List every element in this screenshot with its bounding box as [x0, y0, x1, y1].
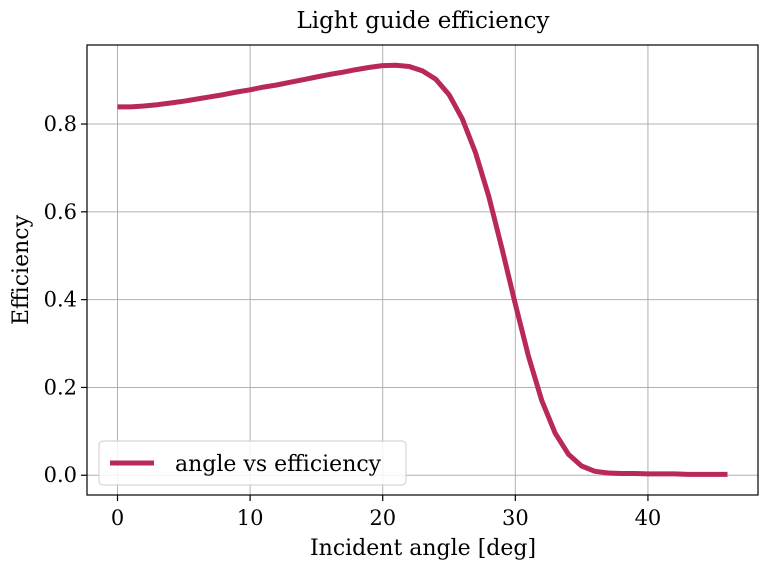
legend-box	[98, 440, 407, 486]
grid	[87, 45, 758, 495]
series-line-angle-vs-efficiency	[117, 62, 728, 477]
y-tick-label: 0.0	[44, 463, 77, 487]
legend-label: angle vs efficiency	[175, 452, 382, 477]
x-tick-label: 20	[369, 506, 396, 530]
legend: angle vs efficiency	[98, 440, 407, 486]
x-tick-label: 30	[502, 506, 529, 530]
x-tick-label: 10	[237, 506, 264, 530]
y-tick-label: 0.8	[44, 112, 77, 136]
y-tick-label: 0.4	[44, 288, 77, 312]
series-line-group	[117, 62, 728, 477]
axis-ticks: 0 10 20 30 40 0.0 0.2 0.4 0.6 0.8	[44, 112, 662, 530]
x-tick-label: 40	[635, 506, 662, 530]
y-tick-label: 0.6	[44, 200, 77, 224]
plot-frame	[86, 44, 759, 496]
x-tick-label: 0	[111, 506, 124, 530]
y-axis-label: Efficiency	[9, 214, 34, 325]
y-tick-label: 0.2	[44, 375, 77, 399]
chart-title: Light guide efficiency	[296, 8, 549, 34]
x-axis-label: Incident angle [deg]	[310, 536, 536, 561]
